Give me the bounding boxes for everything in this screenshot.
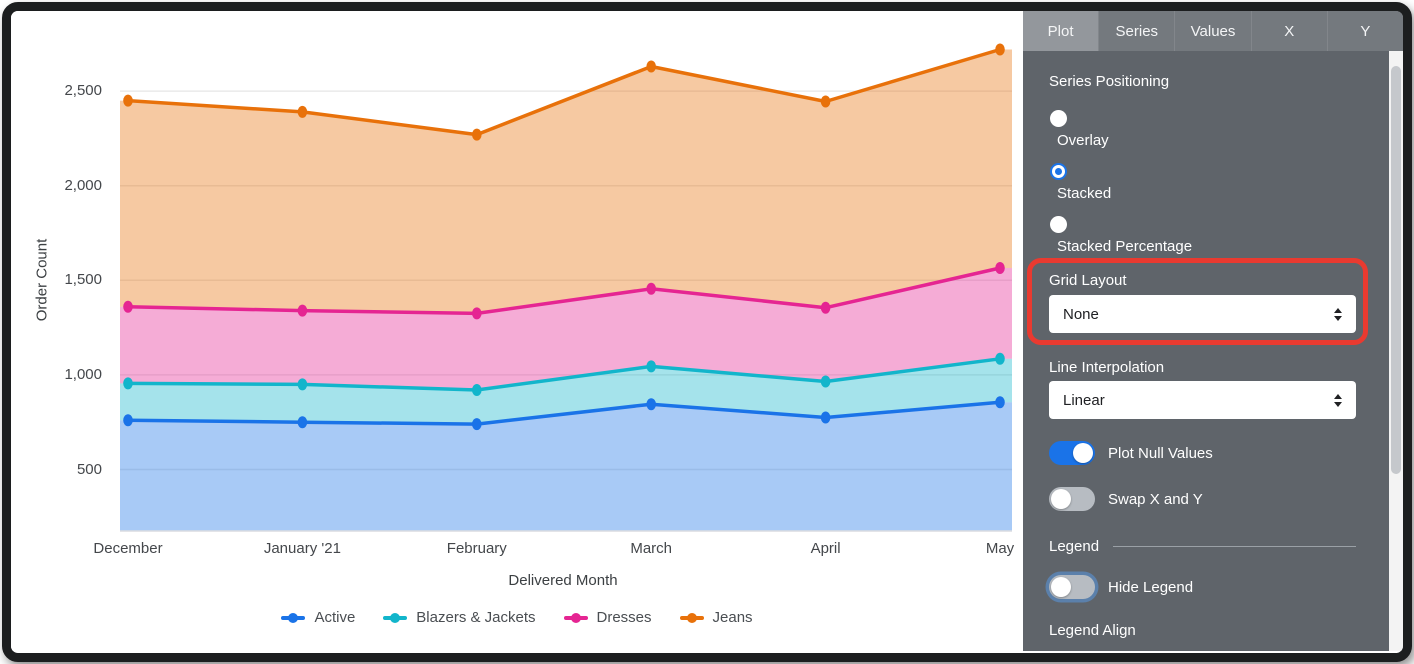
hide-legend-label: Hide Legend bbox=[1108, 578, 1194, 596]
series-area-dresses bbox=[120, 268, 1012, 390]
legend-marker-icon bbox=[383, 611, 408, 625]
grid-layout-select[interactable]: None bbox=[1049, 295, 1356, 333]
radio-label: Stacked Percentage bbox=[1057, 238, 1193, 255]
legend-item-jeans[interactable]: Jeans bbox=[679, 609, 753, 626]
x-axis-label: April bbox=[810, 540, 841, 557]
data-point-blazers-jackets bbox=[472, 384, 482, 396]
panel-scrollbar-thumb[interactable] bbox=[1391, 66, 1401, 474]
data-point-blazers-jackets bbox=[646, 360, 656, 373]
tab-plot[interactable]: Plot bbox=[1023, 11, 1099, 51]
tab-x[interactable]: X bbox=[1250, 11, 1327, 51]
settings-panel: Plot Series Values X Y Series Positioning Ov… bbox=[1023, 11, 1403, 651]
data-point-jeans bbox=[297, 105, 308, 118]
legend-align-label: Legend Align bbox=[1049, 622, 1136, 639]
radio-label: Stacked bbox=[1057, 185, 1112, 202]
data-point-active bbox=[820, 411, 831, 424]
x-axis-label: May bbox=[985, 540, 1015, 557]
tab-y[interactable]: Y bbox=[1326, 11, 1403, 51]
toggle-knob bbox=[1051, 489, 1071, 509]
data-point-dresses bbox=[123, 300, 133, 313]
data-point-dresses bbox=[820, 301, 831, 314]
legend-label: Blazers & Jackets bbox=[416, 609, 536, 626]
data-point-active bbox=[646, 398, 656, 411]
radio-overlay[interactable] bbox=[1050, 110, 1067, 127]
swap-x-and-y-label: Swap X and Y bbox=[1108, 490, 1203, 508]
y-tick-label: 500 bbox=[76, 460, 102, 478]
radio-option-stacked-percentage: Stacked Percentage bbox=[1050, 216, 1192, 255]
x-axis-label: January '21 bbox=[263, 540, 341, 557]
panel-tabbar: Plot Series Values X Y bbox=[1023, 11, 1403, 51]
series-area-blazers-jackets bbox=[120, 358, 1012, 425]
legend-label: Dresses bbox=[596, 609, 652, 626]
toggle-knob bbox=[1073, 443, 1093, 463]
y-tick-label: 2,000 bbox=[64, 176, 102, 194]
radio-stacked-percentage[interactable] bbox=[1050, 216, 1067, 233]
series-area-jeans bbox=[120, 49, 1012, 314]
grid-layout-label: Grid Layout bbox=[1049, 272, 1127, 289]
x-axis-label: March bbox=[630, 540, 673, 557]
series-line-blazers-jackets bbox=[126, 357, 1002, 392]
data-point-active bbox=[472, 418, 482, 431]
series-positioning-label: Series Positioning bbox=[1049, 73, 1170, 90]
data-point-active bbox=[995, 396, 1005, 409]
panel-scrollbar-track[interactable] bbox=[1389, 51, 1403, 651]
data-point-jeans bbox=[820, 95, 831, 108]
swap-x-and-y-toggle[interactable] bbox=[1049, 487, 1095, 511]
data-point-jeans bbox=[995, 43, 1005, 56]
legend-marker-icon bbox=[563, 611, 588, 625]
plot-null-values-label: Plot Null Values bbox=[1108, 444, 1213, 462]
radio-label: Overlay bbox=[1057, 132, 1109, 149]
legend-item-blazers-jackets[interactable]: Blazers & Jackets bbox=[383, 609, 536, 626]
data-point-dresses bbox=[297, 304, 308, 317]
toggle-knob bbox=[1051, 577, 1071, 597]
x-axis-label: February bbox=[446, 540, 507, 557]
series-line-active bbox=[126, 400, 1002, 426]
line-interpolation-value: Linear bbox=[1063, 391, 1105, 409]
data-point-jeans bbox=[472, 128, 482, 141]
line-interpolation-label: Line Interpolation bbox=[1049, 359, 1165, 376]
legend-marker-icon bbox=[679, 611, 704, 625]
y-tick-label: 1,000 bbox=[64, 365, 102, 383]
legend-item-active[interactable]: Active bbox=[281, 609, 355, 626]
x-axis-label: December bbox=[93, 540, 163, 557]
series-line-dresses bbox=[126, 266, 1002, 316]
chart-pane: Order Count 500 1,000 1,500 2,000 2,500 Dece… bbox=[11, 11, 1023, 651]
legend-section-label: Legend bbox=[1049, 538, 1100, 555]
tab-series[interactable]: Series bbox=[1098, 11, 1174, 51]
legend-marker-icon bbox=[281, 611, 306, 625]
data-point-blazers-jackets bbox=[297, 378, 308, 391]
series-line-jeans bbox=[126, 47, 1002, 137]
section-divider bbox=[1113, 546, 1356, 547]
line-interpolation-select[interactable]: Linear bbox=[1049, 381, 1356, 419]
radio-option-overlay: Overlay bbox=[1050, 110, 1109, 149]
select-updown-icon bbox=[1334, 393, 1342, 407]
data-point-jeans bbox=[123, 94, 133, 107]
select-updown-icon bbox=[1334, 307, 1342, 321]
y-tick-label: 1,500 bbox=[64, 271, 102, 289]
series-area-active bbox=[120, 402, 1012, 531]
legend-label: Active bbox=[314, 609, 356, 626]
chart-legend: Active Blazers & Jackets Dresses Jeans bbox=[11, 609, 1023, 626]
y-tick-label: 2,500 bbox=[64, 82, 102, 100]
data-point-dresses bbox=[646, 282, 656, 295]
data-point-blazers-jackets bbox=[820, 375, 831, 388]
data-point-dresses bbox=[995, 262, 1005, 274]
tab-values[interactable]: Values bbox=[1174, 11, 1250, 51]
legend-item-dresses[interactable]: Dresses bbox=[563, 609, 652, 626]
hide-legend-toggle[interactable] bbox=[1049, 575, 1095, 599]
data-point-blazers-jackets bbox=[123, 377, 133, 390]
plot-null-values-toggle[interactable] bbox=[1049, 441, 1095, 465]
data-point-active bbox=[123, 414, 133, 427]
data-point-dresses bbox=[472, 307, 482, 320]
radio-option-stacked: Stacked bbox=[1050, 163, 1111, 202]
radio-stacked[interactable] bbox=[1050, 163, 1067, 180]
legend-label: Jeans bbox=[712, 609, 753, 626]
data-point-blazers-jackets bbox=[995, 352, 1005, 365]
x-axis-title: Delivered Month bbox=[508, 572, 618, 589]
data-point-jeans bbox=[646, 60, 656, 73]
grid-layout-value: None bbox=[1063, 305, 1099, 323]
data-point-active bbox=[297, 416, 308, 429]
stacked-area-chart bbox=[120, 43, 1012, 532]
